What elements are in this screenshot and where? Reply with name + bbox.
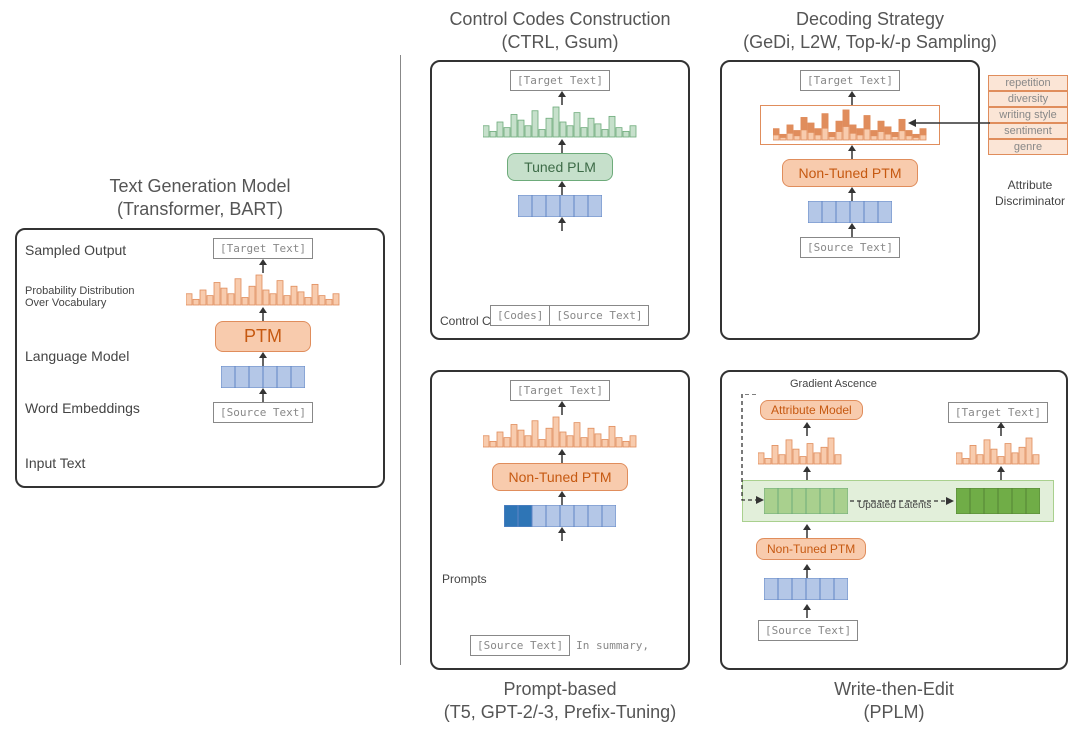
wte-grad: Gradient Ascence xyxy=(790,378,877,390)
pb-side: Prompts xyxy=(442,572,487,586)
left-source: [Source Text] xyxy=(213,402,313,423)
left-dist xyxy=(163,273,363,307)
ccc-title: Control Codes Construction (CTRL, Gsum) xyxy=(420,8,700,55)
wte-target: [Target Text] xyxy=(948,402,1048,423)
ccc-ar3 xyxy=(432,181,692,195)
pb-insummary: In summary, xyxy=(570,636,655,655)
lbl-emb: Word Embeddings xyxy=(25,400,140,416)
left-title-l2: (Transformer, BART) xyxy=(117,199,283,219)
wte-ar2b xyxy=(994,466,1008,480)
wte-ar1b xyxy=(994,422,1008,436)
ccc-codes: [Codes] xyxy=(490,305,550,326)
pb-title: Prompt-based (T5, GPT-2/-3, Prefix-Tunin… xyxy=(420,678,700,725)
ccc-title-l2: (CTRL, Gsum) xyxy=(502,32,619,52)
ccc-plm: Tuned PLM xyxy=(507,153,613,181)
pb-plm: Non-Tuned PTM xyxy=(492,463,629,491)
pb-title-l1: Prompt-based xyxy=(503,679,616,699)
pb-ar3 xyxy=(432,491,692,505)
wte-title-l1: Write-then-Edit xyxy=(834,679,954,699)
pb-emb xyxy=(432,505,688,527)
pb-panel: [Target Text] Non-Tuned PTM Prompts [Sou… xyxy=(430,370,690,670)
wte-ar1 xyxy=(800,422,814,436)
wte-dashed-loop xyxy=(732,394,772,508)
pb-ar4 xyxy=(432,527,692,541)
attr-item: writing style xyxy=(988,107,1068,123)
ds-title: Decoding Strategy (GeDi, L2W, Top-k/-p S… xyxy=(715,8,1025,55)
arrow-up-3 xyxy=(163,352,363,366)
ds-target: [Target Text] xyxy=(800,70,900,91)
pb-source: [Source Text] xyxy=(470,635,570,656)
lbl-lm: Language Model xyxy=(25,348,129,364)
wte-latents-dark xyxy=(956,488,1040,514)
wte-dashed-right xyxy=(850,494,954,508)
arrow-up-2 xyxy=(163,307,363,321)
lbl-sampled: Sampled Output xyxy=(25,242,126,258)
lbl-prob: Probability Distribution Over Vocabulary xyxy=(25,285,134,309)
wte-title: Write-then-Edit (PPLM) xyxy=(720,678,1068,725)
attr-item: repetition xyxy=(988,75,1068,91)
left-title-l1: Text Generation Model xyxy=(109,176,290,196)
ccc-source: [Source Text] xyxy=(549,305,649,326)
ccc-dist xyxy=(432,105,688,139)
wte-plm: Non-Tuned PTM xyxy=(756,538,866,560)
ccc-title-l1: Control Codes Construction xyxy=(449,9,670,29)
wte-ar3 xyxy=(800,524,814,538)
ccc-ar4 xyxy=(432,217,692,231)
arrow-up-1 xyxy=(163,259,363,273)
wte-dist-right xyxy=(956,436,1040,466)
arrow-up-4 xyxy=(163,388,363,402)
wte-source: [Source Text] xyxy=(758,620,858,641)
ds-panel: [Target Text] Non-Tuned PTM [Source Text… xyxy=(720,60,980,340)
pb-title-l2: (T5, GPT-2/-3, Prefix-Tuning) xyxy=(444,702,676,722)
vertical-divider xyxy=(400,55,401,665)
wte-latents-light xyxy=(764,488,848,514)
left-target: [Target Text] xyxy=(213,238,313,259)
wte-title-l2: (PPLM) xyxy=(863,702,924,722)
wte-emb xyxy=(764,578,848,600)
left-panel: Sampled Output Probability Distribution … xyxy=(15,228,385,488)
left-title: Text Generation Model (Transformer, BART… xyxy=(20,175,380,222)
ccc-target: [Target Text] xyxy=(510,70,610,91)
ds-ar1 xyxy=(722,91,982,105)
ds-ar3 xyxy=(722,187,982,201)
pb-target: [Target Text] xyxy=(510,380,610,401)
ds-ar2 xyxy=(722,145,982,159)
ds-source: [Source Text] xyxy=(800,237,900,258)
ds-attr-arrow xyxy=(908,116,990,130)
ds-plm: Non-Tuned PTM xyxy=(782,159,919,187)
attr-item: sentiment xyxy=(988,123,1068,139)
wte-ar5 xyxy=(800,604,814,618)
ds-title-l1: Decoding Strategy xyxy=(796,9,944,29)
attr-item: genre xyxy=(988,139,1068,155)
pb-ar1 xyxy=(432,401,692,415)
ccc-ar1 xyxy=(432,91,692,105)
left-plm: PTM xyxy=(215,321,311,352)
wte-panel: Gradient Ascence Attribute Model [Target… xyxy=(720,370,1068,670)
ds-emb xyxy=(722,201,978,223)
ccc-emb xyxy=(432,195,688,217)
wte-ar2 xyxy=(800,466,814,480)
wte-ar4 xyxy=(800,564,814,578)
ccc-ar2 xyxy=(432,139,692,153)
ds-title-l2: (GeDi, L2W, Top-k/-p Sampling) xyxy=(743,32,997,52)
attr-item: diversity xyxy=(988,91,1068,107)
ds-ar4 xyxy=(722,223,982,237)
ccc-panel: [Target Text] Tuned PLM Control Codes [C… xyxy=(430,60,690,340)
attr-list: repetitiondiversitywriting stylesentimen… xyxy=(988,75,1068,155)
left-emb xyxy=(163,366,363,388)
pb-ar2 xyxy=(432,449,692,463)
pb-dist xyxy=(432,415,688,449)
attr-label: Attribute Discriminator xyxy=(990,178,1070,209)
lbl-input: Input Text xyxy=(25,455,85,471)
wte-attr-model: Attribute Model xyxy=(760,400,863,420)
